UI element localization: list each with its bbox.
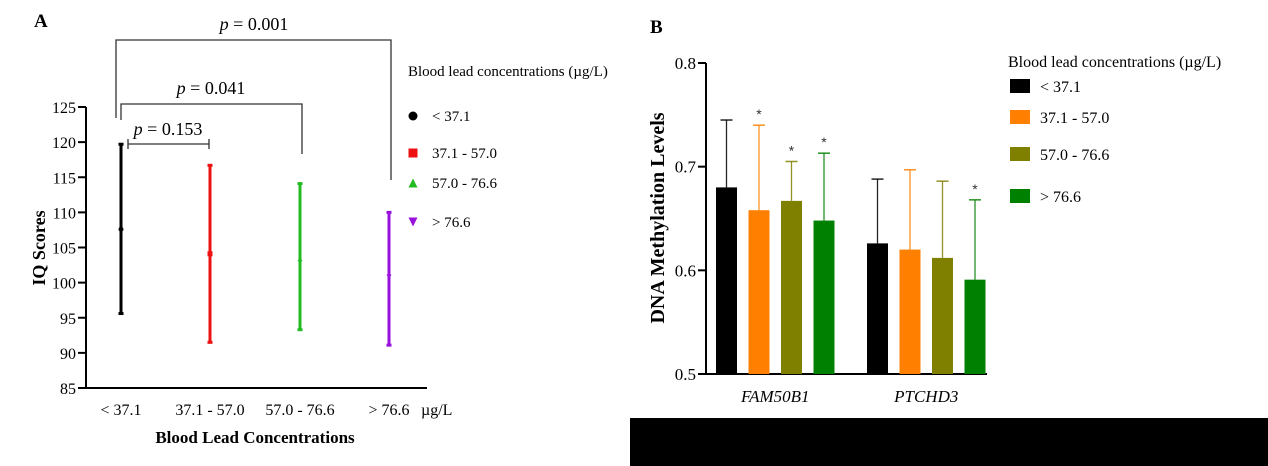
- legend-swatch: [1010, 189, 1030, 203]
- panel-b-legend-item: < 37.1: [1010, 79, 1081, 96]
- panel-b-bar: [781, 200, 802, 374]
- legend-marker-square: [408, 148, 418, 158]
- panel-b-bar: [867, 243, 888, 374]
- bracket-line: [115, 39, 392, 180]
- panel-b-y-tick-label: 0.8: [675, 54, 696, 73]
- significance-asterisk: *: [821, 134, 827, 150]
- legend-label: 37.1 - 57.0: [1040, 110, 1109, 127]
- panel-b-x-tick-label: PTCHD3: [893, 387, 958, 406]
- p-value-label: p = 0.041: [175, 78, 246, 98]
- panel-a-y-tick-label: 105: [52, 241, 76, 258]
- panel-a-x-tick-label: < 37.1: [100, 402, 141, 419]
- panel-a-y-tick-label: 100: [52, 276, 76, 293]
- panel-a-legend-item: > 76.6: [408, 215, 471, 231]
- significance-asterisk: *: [756, 106, 762, 122]
- panel-a-y-axis-label: IQ Scores: [29, 210, 49, 285]
- panel-b-x-tick-label: FAM50B1: [740, 387, 810, 406]
- legend-label: 57.0 - 76.6: [432, 176, 497, 192]
- legend-label: < 37.1: [1040, 79, 1081, 96]
- panel-a-legend: < 37.1 37.1 - 57.0 57.0 - 76.6 > 76.6: [408, 109, 497, 231]
- legend-label: > 76.6: [1040, 189, 1081, 206]
- legend-marker-triangle-up: [408, 178, 418, 188]
- redaction-bar: [630, 418, 1268, 466]
- panel-a-legend-item: 57.0 - 76.6: [408, 176, 497, 192]
- panel-b-chart: 0.5 0.6 0.7 0.8 FAM50B1 PTCHD3 * * * *: [675, 54, 987, 406]
- legend-label: < 37.1: [432, 109, 470, 125]
- bracket-line: [120, 103, 303, 154]
- legend-swatch: [1010, 110, 1030, 124]
- panel-a-x-tick-label: > 76.6: [368, 402, 409, 419]
- panel-b-y-tick-label: 0.7: [675, 158, 697, 177]
- legend-label: 57.0 - 76.6: [1040, 147, 1109, 164]
- panel-b-bar: [964, 279, 986, 374]
- legend-label: 37.1 - 57.0: [432, 146, 497, 162]
- panel-b-bar: [716, 187, 737, 374]
- panel-a-legend-item: 37.1 - 57.0: [408, 146, 497, 162]
- panel-a-y-tick-label: 85: [60, 381, 76, 398]
- panel-b-legend: < 37.1 37.1 - 57.0 57.0 - 76.6 > 76.6: [1010, 79, 1109, 206]
- panel-b-legend-item: > 76.6: [1010, 189, 1081, 206]
- panel-a-y-tick-label: 90: [60, 346, 76, 363]
- panel-a-x-unit: µg/L: [421, 402, 452, 419]
- significance-asterisk: *: [789, 142, 795, 158]
- panel-a-label: A: [34, 11, 48, 32]
- legend-marker-circle: [408, 111, 418, 121]
- panel-b-bar: [748, 210, 770, 374]
- panel-a-mean-point: [386, 274, 392, 280]
- panel-b-y-tick-label: 0.6: [675, 261, 696, 280]
- legend-swatch: [1010, 79, 1030, 93]
- panel-a-x-axis-label: Blood Lead Concentrations: [155, 428, 355, 447]
- panel-a-chart: 85 90 95 100 105 110 115 120 125 < 37.1 37.1 - 57.…: [52, 14, 427, 419]
- panel-b-legend-item: 37.1 - 57.0: [1010, 110, 1109, 127]
- panel-b-legend-item: 57.0 - 76.6: [1010, 147, 1109, 164]
- panel-a-y-tick-label: 115: [53, 170, 76, 187]
- panel-a-significance-bracket: p = 0.041: [120, 78, 303, 154]
- panel-a-legend-item: < 37.1: [408, 109, 470, 125]
- legend-marker-triangle-down: [408, 217, 418, 227]
- legend-swatch: [1010, 147, 1030, 161]
- panel-b-bar: [899, 249, 921, 374]
- panel-b-label: B: [650, 17, 663, 38]
- panel-a-mean-point: [207, 251, 213, 257]
- p-value-label: p = 0.001: [218, 14, 289, 34]
- panel-a-y-tick-label: 120: [52, 135, 76, 152]
- panel-a-y-tick-label: 95: [60, 311, 76, 328]
- panel-a-x-tick-label: 37.1 - 57.0: [175, 402, 244, 419]
- legend-label: > 76.6: [432, 215, 471, 231]
- panel-b-y-tick-label: 0.5: [675, 365, 696, 384]
- panel-b-legend-title: Blood lead concentrations (µg/L): [1008, 54, 1221, 71]
- panel-b-bar: [932, 257, 953, 374]
- significance-asterisk: *: [972, 181, 978, 197]
- p-value-label: p = 0.153: [132, 119, 203, 139]
- panel-a-significance-bracket: p = 0.001: [115, 14, 392, 180]
- panel-a-y-tick-label: 110: [53, 205, 76, 222]
- panel-a-y-tick-label: 125: [52, 100, 76, 117]
- panel-a-x-tick-label: 57.0 - 76.6: [265, 402, 334, 419]
- panel-b-y-axis-label: DNA Methylation Levels: [647, 112, 669, 323]
- panel-a-significance-bracket: p = 0.153: [127, 119, 210, 149]
- panel-a-mean-point: [118, 226, 124, 232]
- panel-a-mean-point: [297, 256, 303, 262]
- panel-b-bar: [813, 220, 835, 374]
- panel-a-legend-title: Blood lead concentrations (µg/L): [408, 64, 608, 80]
